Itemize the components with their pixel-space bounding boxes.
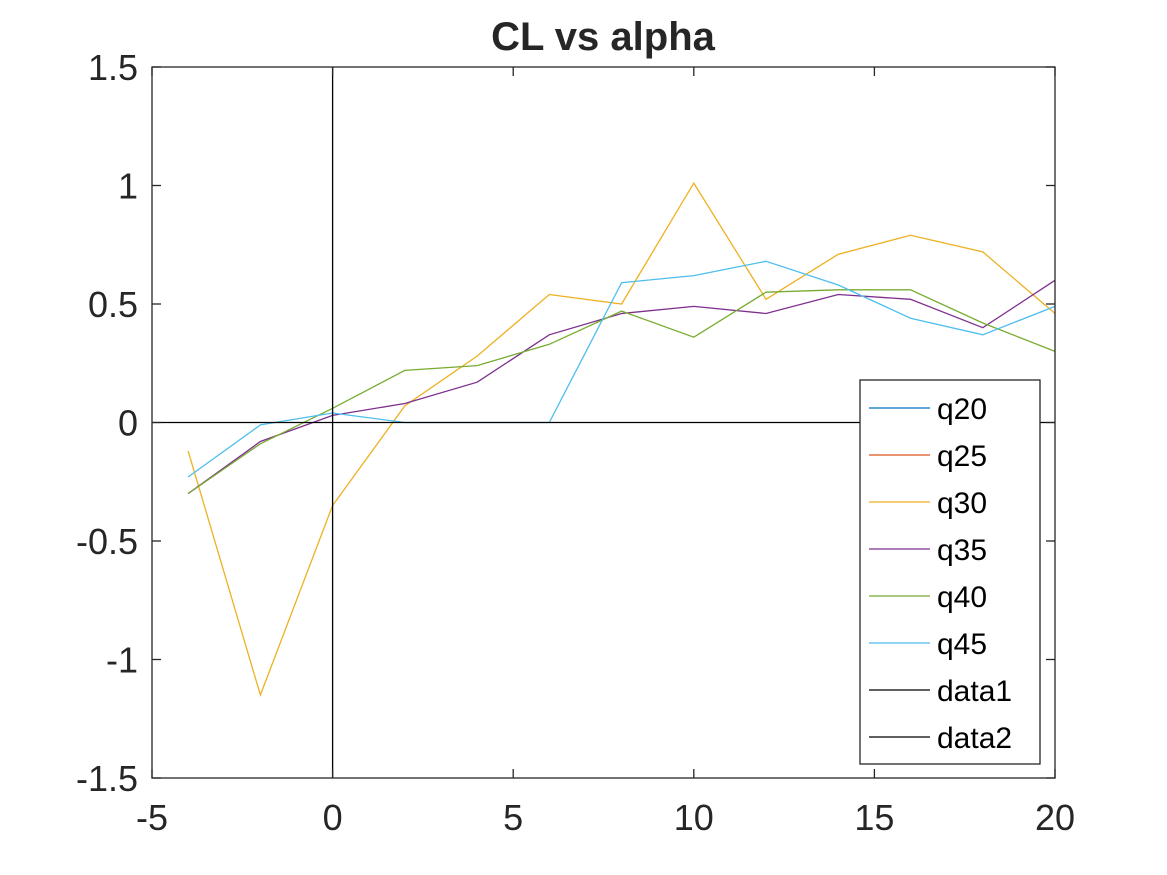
y-tick-label: 1 xyxy=(118,166,138,207)
y-tick-label: -0.5 xyxy=(76,521,138,562)
legend-label-q45: q45 xyxy=(937,628,987,661)
legend-label-q40: q40 xyxy=(937,581,987,614)
y-tick-label: -1 xyxy=(106,640,138,681)
legend-label-q35: q35 xyxy=(937,534,987,567)
y-tick-label: 0 xyxy=(118,403,138,444)
y-tick-label: 0.5 xyxy=(88,284,138,325)
x-tick-label: -5 xyxy=(136,797,168,838)
chart-title: CL vs alpha xyxy=(491,15,716,59)
x-tick-label: 0 xyxy=(323,797,343,838)
legend[interactable]: q20 q25 q30 q35 q40 q45 data1 data2 xyxy=(859,379,1041,765)
legend-label-q25: q25 xyxy=(937,440,987,473)
x-tick-label: 20 xyxy=(1035,797,1075,838)
plot-lines xyxy=(152,67,1056,778)
legend-label-q30: q30 xyxy=(937,487,987,520)
x-tick-label: 15 xyxy=(854,797,894,838)
x-tick-label: 5 xyxy=(503,797,523,838)
legend-label-q20: q20 xyxy=(937,393,987,426)
x-tick-label: 10 xyxy=(674,797,714,838)
legend-label-data1: data1 xyxy=(937,675,1012,708)
legend-box xyxy=(859,379,1041,765)
y-tick-label: -1.5 xyxy=(76,758,138,799)
legend-label-data2: data2 xyxy=(937,722,1012,755)
axis-ticks: -5 0 5 10 15 20 -1.5 -1 -0.5 0 0.5 1 1.5 xyxy=(76,47,1075,838)
y-tick-label: 1.5 xyxy=(88,47,138,88)
